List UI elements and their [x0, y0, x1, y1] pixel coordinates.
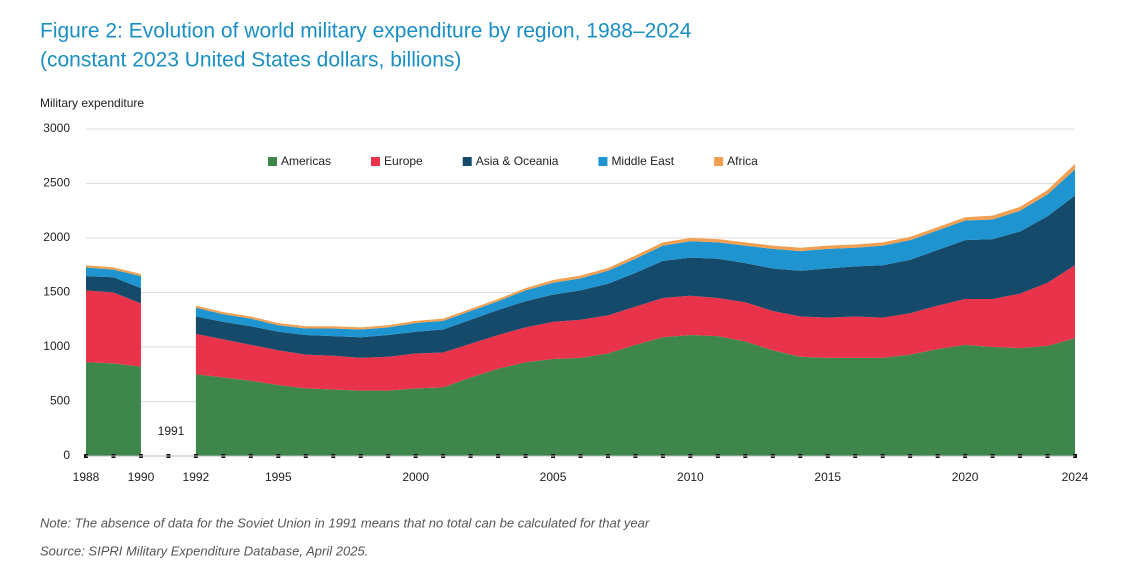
legend-swatch	[598, 157, 608, 166]
y-tick-label: 2000	[43, 230, 70, 244]
x-tick-label: 2010	[677, 470, 704, 484]
area	[86, 265, 1075, 391]
x-tick-label: 2024	[1062, 470, 1089, 484]
legend-label: Middle East	[611, 154, 674, 168]
y-tick-label: 2500	[43, 176, 70, 190]
legend-swatch	[714, 157, 724, 166]
y-axis-label: Military expenditure	[40, 96, 144, 110]
area	[86, 195, 1075, 358]
chart-subtitle: (constant 2023 United States dollars, bi…	[40, 49, 461, 72]
x-tick-label: 1988	[73, 470, 100, 484]
y-tick-label: 1500	[43, 285, 70, 299]
y-tick-label: 3000	[43, 121, 70, 135]
x-tick-label: 1992	[183, 470, 210, 484]
annotation: 1991	[158, 424, 185, 438]
legend-label: Americas	[281, 154, 331, 168]
legend-label: Asia & Oceania	[476, 154, 559, 168]
x-tick-label: 2005	[540, 470, 567, 484]
area	[86, 169, 1075, 338]
source: Source: SIPRI Military Expenditure Datab…	[40, 543, 368, 558]
x-tick-label: 2020	[952, 470, 979, 484]
y-tick-label: 500	[50, 394, 70, 408]
legend-label: Europe	[384, 154, 423, 168]
note: Note: The absence of data for the Soviet…	[40, 515, 650, 530]
x-tick-label: 1990	[128, 470, 155, 484]
y-tick-label: 1000	[43, 339, 70, 353]
legend-swatch	[371, 157, 381, 166]
y-tick-label: 0	[63, 448, 70, 462]
legend-label: Africa	[727, 154, 758, 168]
legend-swatch	[268, 157, 277, 166]
legend-swatch	[462, 157, 472, 166]
x-tick-label: 1995	[265, 470, 292, 484]
x-tick-label: 2015	[814, 470, 841, 484]
area	[86, 335, 1075, 456]
chart-title: Figure 2: Evolution of world military ex…	[40, 20, 692, 43]
x-tick-label: 2000	[402, 470, 429, 484]
